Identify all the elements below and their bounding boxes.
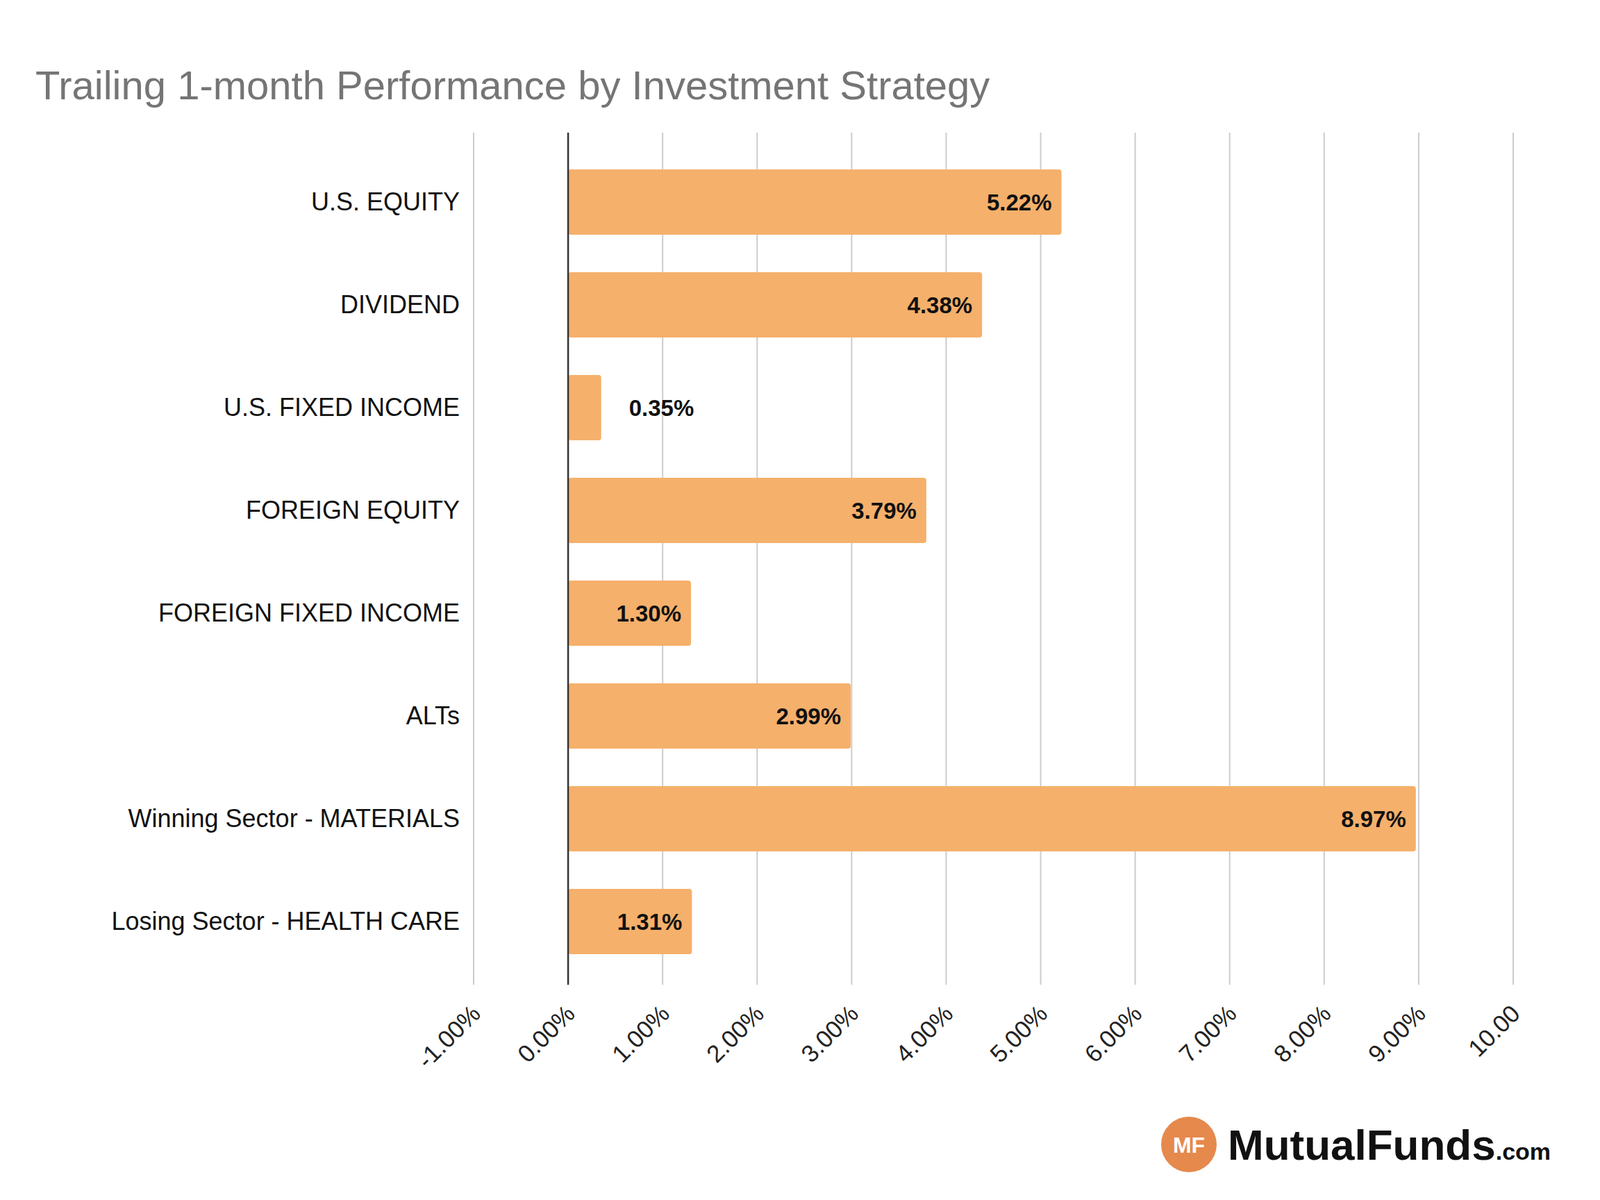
x-tick-label: 10.00 [1462,999,1525,1062]
category-label: ALTs [406,701,460,730]
grid-line [1418,132,1420,985]
logo-name: MutualFunds [1227,1120,1496,1169]
bar [568,477,927,544]
grid-line [945,132,947,985]
x-tick-labels: -1.00% 0.00% 1.00% 2.00% 3.00% 4.00% 5.00% 6.00… [411,999,1525,1073]
logo-text: MutualFunds.com [1227,1120,1551,1169]
data-label: 5.22% [986,189,1053,216]
bar [568,272,982,338]
grid-line [850,132,853,985]
data-label: 4.38% [907,292,973,319]
category-label: U.S. FIXED INCOME [223,393,460,422]
x-tick-label: 5.00% [984,999,1053,1068]
x-tick-label: 8.00% [1268,999,1337,1068]
data-label: 2.99% [775,703,841,730]
grid-line [1512,132,1514,985]
bar [568,169,1062,235]
data-labels: 5.22% 4.38% 0.35% 3.79% 1.30% 2.99% 8.97% 1.31% [615,189,1406,935]
x-tick-label: 4.00% [890,999,959,1068]
grid-line [1323,132,1325,985]
grid-line [1040,132,1042,985]
title: Trailing 1-month Performance by Investme… [35,62,990,108]
category-label: Winning Sector - MATERIALS [128,804,460,833]
grid [473,132,1514,985]
bar [568,683,851,749]
axis-line [567,132,570,985]
bar [568,888,692,955]
x-tick-label: 2.00% [700,999,769,1068]
data-label: 8.97% [1340,806,1407,832]
category-label: FOREIGN FIXED INCOME [158,598,460,628]
logo: MF MutualFunds.com [1161,1116,1551,1173]
category-label: U.S. EQUITY [311,187,460,216]
bar [568,786,1416,852]
logo-badge-text: MF [1172,1132,1205,1158]
grid-line [756,132,758,985]
data-label: 3.79% [851,497,917,524]
category-label: Losing Sector - HEALTH CARE [111,906,460,936]
x-tick-label: 7.00% [1173,999,1242,1068]
logo-suffix: .com [1495,1138,1551,1165]
chart: Trailing 1-month Performance by Investme… [0,0,1600,1200]
x-tick-label: 9.00% [1362,999,1431,1068]
data-label: 1.30% [615,600,682,627]
bar [568,375,602,441]
grid-line [567,132,569,985]
x-tick-label: -1.00% [411,999,486,1073]
bars [568,169,1416,955]
grid-line [1229,132,1231,985]
x-tick-label: 3.00% [795,999,864,1068]
category-label: DIVIDEND [340,290,460,319]
grid-line [1134,132,1137,985]
bar [568,580,691,646]
data-label: 1.31% [617,909,683,935]
x-tick-label: 0.00% [511,999,580,1068]
grid-line [661,132,664,985]
y-tick-labels: U.S. EQUITY DIVIDEND U.S. FIXED INCOME FORE… [111,187,460,936]
x-tick-label: 6.00% [1079,999,1148,1068]
grid-line [472,132,475,985]
data-label: 0.35% [629,395,695,421]
x-tick-label: 1.00% [606,999,675,1068]
category-label: FOREIGN EQUITY [245,495,460,525]
logo-badge [1161,1116,1217,1173]
